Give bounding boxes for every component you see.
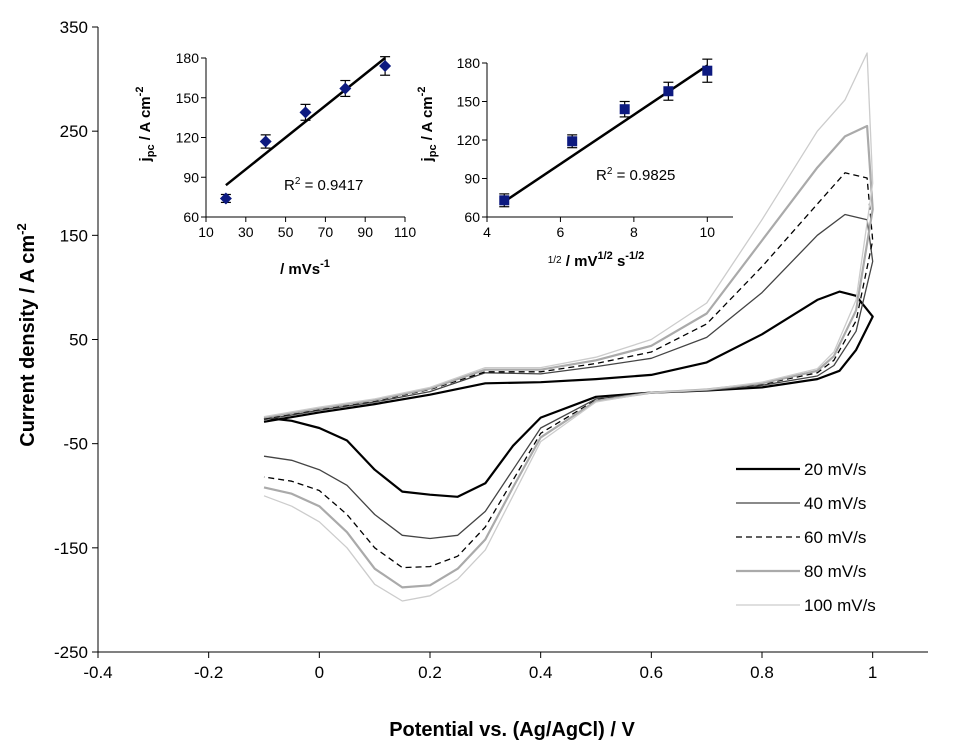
- inset-sqrt-scan-rate: 4 6 8 10 60 90 120 150 180 R2 = 0.9825: [457, 55, 733, 240]
- cv-curve-2: [263, 213, 874, 540]
- inset-2-y-title: jpc / A cm-2: [416, 87, 439, 163]
- y-tick-label: 350: [60, 18, 88, 37]
- legend-label: 20 mV/s: [804, 460, 866, 479]
- legend-label: 100 mV/s: [804, 596, 876, 615]
- inset-x-tick-label: 4: [483, 224, 491, 240]
- legend-label: 60 mV/s: [804, 528, 866, 547]
- y-tick-label: 150: [60, 226, 88, 245]
- y-tick-label: -250: [54, 643, 88, 662]
- y-axis-title: Current density / A cm-2: [14, 223, 39, 446]
- inset-2-x-title: 1/2 / mV1/2 s-1/2: [548, 250, 645, 270]
- inset-scan-rate: 10 30 50 70 90 110 60 90 120 150 180 R2 = 0.9417: [176, 50, 417, 240]
- inset-x-tick-label: 10: [700, 224, 716, 240]
- x-tick-label: 0.6: [640, 663, 664, 682]
- x-tick-label: 0.2: [418, 663, 442, 682]
- inset-data-point: [567, 136, 578, 147]
- inset-y-tick-label: 90: [183, 169, 199, 185]
- x-tick-label: 0.8: [750, 663, 774, 682]
- inset-y-tick-label: 120: [457, 132, 481, 148]
- inset-data-point: [499, 195, 510, 206]
- cv-curve-5: [263, 52, 874, 602]
- inset-y-tick-label: 90: [464, 171, 480, 187]
- y-tick-label: 250: [60, 122, 88, 141]
- x-tick-label: 1: [868, 663, 877, 682]
- inset-1-x-title: / mVs-1: [280, 258, 330, 278]
- main-axes: -0.4 -0.2 0 0.2 0.4 0.6 0.8 1 -250 -150 -50 50 150 25…: [54, 18, 928, 682]
- main-chart: -0.4 -0.2 0 0.2 0.4 0.6 0.8 1 -250 -150 -50 50 150 25…: [54, 18, 928, 682]
- x-axis-title: Potential vs. (Ag/AgCl) / V: [389, 719, 635, 741]
- inset-y-tick-label: 150: [457, 94, 481, 110]
- y-tick-label: 50: [69, 331, 88, 350]
- inset-plot-area: [487, 63, 733, 217]
- inset-y-tick-label: 60: [464, 209, 480, 225]
- inset-y-tick-label: 150: [176, 90, 200, 106]
- inset-y-tick-label: 180: [176, 50, 200, 66]
- inset-x-tick-label: 8: [630, 224, 638, 240]
- inset-trendline: [225, 57, 386, 187]
- x-tick-label: 0.4: [529, 663, 553, 682]
- legend-label: 40 mV/s: [804, 494, 866, 513]
- x-tick-label: -0.2: [194, 663, 223, 682]
- inset-data-point: [339, 82, 352, 95]
- inset-x-tick-label: 6: [557, 224, 565, 240]
- main-legend: 20 mV/s 40 mV/s 60 mV/s 80 mV/s 100 mV/s: [736, 460, 876, 615]
- inset-data-point: [663, 86, 674, 97]
- inset-data-point: [259, 135, 272, 148]
- legend-label: 80 mV/s: [804, 562, 866, 581]
- inset-data-point: [619, 104, 630, 115]
- y-axis-title-sup: -2: [14, 223, 29, 235]
- inset-plot-area: [206, 58, 405, 217]
- inset-data-point: [379, 59, 392, 72]
- main-curves: [263, 52, 874, 602]
- inset-data-point: [702, 65, 713, 76]
- x-tick-label: -0.4: [83, 663, 112, 682]
- cv-curve-3: [263, 172, 874, 569]
- inset-y-tick-label: 180: [457, 55, 481, 71]
- inset-x-tick-label: 30: [238, 224, 254, 240]
- y-axis-title-text: Current density / A cm: [17, 235, 39, 447]
- inset-y-tick-label: 60: [183, 209, 199, 225]
- inset-r2-label: R2 = 0.9417: [284, 176, 363, 194]
- inset-x-tick-label: 50: [278, 224, 294, 240]
- inset-r2-label: R2 = 0.9825: [596, 166, 675, 184]
- inset-data-point: [299, 106, 312, 119]
- inset-x-tick-label: 70: [318, 224, 334, 240]
- y-tick-label: -50: [63, 435, 88, 454]
- x-tick-label: 0: [315, 663, 324, 682]
- inset-1-y-title: jpc / A cm-2: [134, 87, 157, 163]
- inset-trendline: [503, 64, 708, 203]
- inset-y-tick-label: 120: [176, 130, 200, 146]
- inset-x-tick-label: 10: [198, 224, 214, 240]
- inset-x-tick-label: 90: [357, 224, 373, 240]
- cv-curve-1: [263, 290, 874, 498]
- cv-curve-4: [263, 124, 874, 589]
- y-tick-label: -150: [54, 539, 88, 558]
- inset-data-point: [219, 192, 232, 205]
- inset-x-tick-label: 110: [394, 224, 417, 240]
